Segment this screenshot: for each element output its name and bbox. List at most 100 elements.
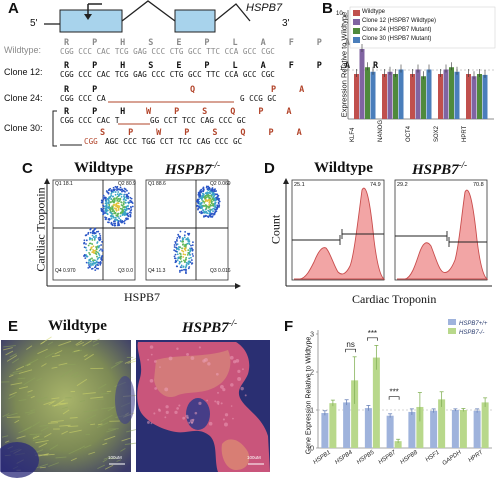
panel-b-bar (382, 74, 387, 119)
flow-event-dot (104, 212, 106, 215)
flow-event-dot (181, 269, 183, 272)
flow-event-dot (99, 237, 102, 239)
flow-event-dot (121, 221, 124, 223)
flow-event-dot (209, 204, 212, 207)
flow-event-dot (110, 189, 113, 192)
flow-event-dot (94, 269, 97, 272)
flow-event-dot (123, 208, 126, 211)
tissue-texture (192, 418, 195, 421)
tissue-texture (229, 355, 234, 360)
flow-event-dot (185, 264, 188, 266)
flow-event-dot (182, 253, 185, 256)
flow-event-dot (110, 198, 113, 200)
panel-f-significance-label: *** (368, 329, 377, 338)
flow-event-dot (129, 213, 132, 216)
flow-event-dot (91, 257, 93, 260)
panel-label-c: C (22, 160, 33, 177)
panel-f-category-label: HSPB4 (334, 449, 354, 466)
flow-event-dot (179, 266, 182, 269)
panel-c-title-mutant: HSPB7-/- (165, 160, 220, 179)
tissue-texture (150, 422, 153, 425)
flow-event-dot (83, 246, 86, 249)
flow-event-dot (123, 211, 126, 214)
myofibril-texture (32, 435, 40, 440)
panel-d-histogram-left (291, 179, 386, 281)
flow-event-dot (198, 206, 201, 209)
tissue-texture (207, 362, 211, 366)
panel-b-bar (415, 69, 421, 119)
flow-event-dot (205, 186, 208, 189)
panel-d-ylabel: Count (268, 214, 283, 245)
flow-event-dot (202, 187, 205, 190)
panel-e-title-gene: HSPB7 (182, 320, 229, 336)
flow-event-dot (116, 199, 119, 202)
wildtype-scale-label: 100uM (108, 455, 122, 460)
myofibril-texture (70, 457, 77, 462)
wildtype-row-label: Wildtype: (4, 45, 42, 55)
flow-event-dot (187, 237, 189, 239)
myofibril-texture (59, 402, 68, 405)
myofibril-texture (32, 438, 44, 441)
flow-event-dot (91, 243, 94, 245)
myofibril-texture (120, 448, 126, 452)
tissue-texture (194, 411, 198, 415)
flow-event-dot (178, 252, 181, 255)
myofibril-texture (54, 350, 63, 355)
panel-e-title-wildtype: Wildtype (48, 318, 107, 334)
myofibril-texture (41, 363, 47, 367)
myofibril-texture (8, 374, 14, 378)
flow-event-dot (123, 222, 126, 225)
myofibril-texture (115, 360, 122, 365)
clone30a-amino-acids: R P H (64, 107, 126, 117)
flow-event-dot (96, 255, 98, 258)
myofibril-texture (3, 345, 16, 348)
flow-event-dot (108, 201, 110, 203)
panel-c-title-wildtype: Wildtype (74, 160, 133, 176)
myofibril-texture (1, 435, 9, 438)
flow-event-dot (207, 185, 210, 188)
flow-event-dot (87, 262, 90, 265)
flow-event-dot (128, 201, 131, 204)
flow-event-dot (105, 190, 108, 192)
flow-event-dot (182, 256, 185, 258)
panel-f-significance-label: ns (346, 340, 354, 349)
myofibril-texture (30, 395, 35, 399)
flow-event-dot (207, 215, 210, 218)
flow-event-dot (109, 209, 112, 212)
flow-event-dot (105, 204, 108, 207)
flow-event-dot (183, 261, 186, 264)
myofibril-texture (5, 440, 10, 443)
flow-event-dot (180, 260, 183, 263)
flow-event-dot (111, 199, 114, 202)
flow-event-dot (175, 265, 178, 268)
flow-event-dot (102, 213, 105, 216)
flow-event-dot (208, 206, 211, 208)
flow-event-dot (123, 193, 125, 196)
panel-c-title-gene: HSPB7 (165, 162, 212, 178)
flow-event-dot (121, 210, 123, 213)
flow-event-dot (207, 199, 210, 201)
flow-event-dot (82, 255, 85, 257)
flow-event-dot (126, 205, 129, 207)
clone24-amino-acids: R P (64, 85, 98, 95)
flow-event-dot (209, 190, 212, 193)
flow-event-dot (202, 200, 205, 203)
myofibril-texture (52, 403, 66, 407)
panel-f-bar (343, 402, 351, 448)
flow-event-dot (185, 269, 187, 272)
flow-event-dot (130, 212, 132, 214)
flow-event-dot (190, 248, 192, 251)
flow-event-dot (119, 207, 122, 210)
flow-event-dot (117, 212, 120, 215)
c-right-q3: Q3 0.016 (210, 268, 231, 274)
myofibril-texture (39, 466, 46, 469)
five-prime-label: 5' (30, 18, 38, 29)
myofibril-texture (36, 396, 48, 401)
flow-event-dot (185, 261, 188, 264)
flow-event-dot (218, 200, 221, 203)
tissue-texture (208, 421, 213, 426)
panel-b-category-label: KLF4 (350, 127, 356, 142)
panel-b-bar (426, 69, 432, 119)
myofibril-texture (47, 341, 54, 346)
flow-event-dot (217, 199, 220, 202)
